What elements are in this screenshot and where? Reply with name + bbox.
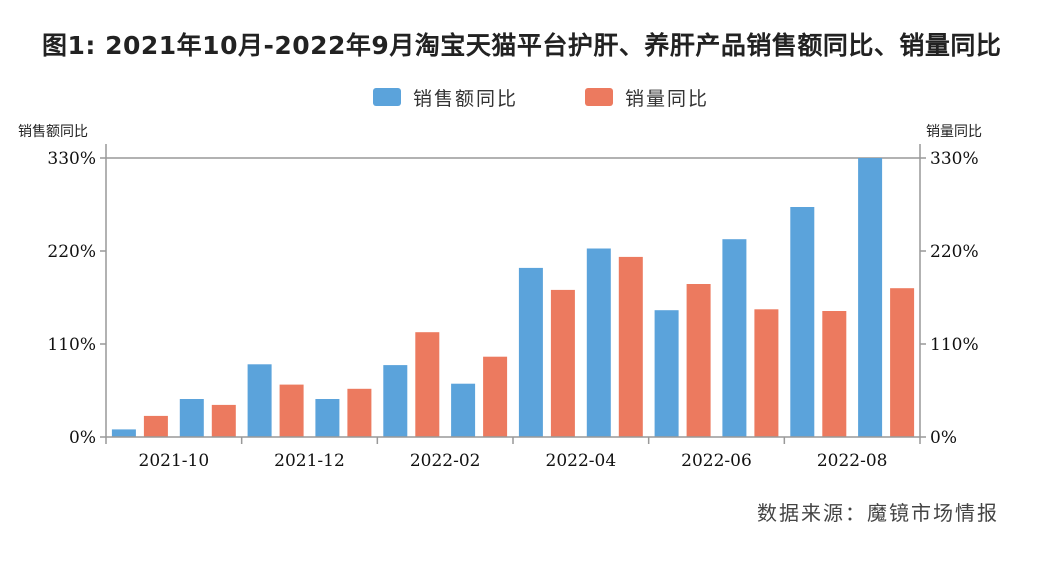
x-tick-label-2022-02: 2022-02: [410, 451, 481, 471]
bar-sales-amount-2022-03: [451, 383, 476, 437]
bar-sales-volume-2022-02: [415, 332, 440, 437]
y-tick-label-left-220: 220%: [47, 242, 96, 262]
legend-swatch-sales-volume: [585, 88, 613, 106]
bar-sales-volume-2022-04: [550, 289, 575, 437]
x-tick-label-2021-10: 2021-10: [139, 451, 210, 471]
legend-item-sales-volume: 销量同比: [585, 84, 709, 110]
bar-sales-volume-2022-01: [347, 388, 372, 437]
x-tick-label-2021-12: 2021-12: [274, 451, 345, 471]
legend-label-sales-volume: 销量同比: [625, 87, 710, 110]
bar-sales-amount-2022-02: [383, 365, 408, 437]
bar-sales-volume-2022-07: [754, 309, 779, 437]
bar-sales-volume-2021-12: [279, 384, 304, 437]
bar-sales-amount-2022-07: [722, 239, 747, 437]
y-tick-label-left-110: 110%: [47, 335, 96, 355]
bar-sales-volume-2022-05: [618, 256, 643, 437]
bar-sales-volume-2022-08: [822, 311, 847, 437]
y-tick-label-right-0: 0%: [930, 428, 957, 448]
source-note: 数据来源：魔镜市场情报: [757, 501, 999, 525]
bar-sales-volume-2022-06: [686, 284, 711, 437]
y-tick-label-right-330: 330%: [930, 149, 979, 169]
bar-sales-amount-2021-10: [111, 429, 136, 437]
bar-sales-volume-2021-10: [143, 415, 168, 437]
bar-sales-amount-2021-11: [179, 399, 204, 437]
x-tick-label-2022-08: 2022-08: [817, 451, 888, 471]
bar-sales-amount-2022-04: [518, 267, 543, 437]
y-tick-label-left-330: 330%: [47, 149, 96, 169]
bar-sales-volume-2021-11: [211, 404, 236, 437]
legend-swatch-sales-amount: [373, 88, 401, 106]
bar-sales-amount-2022-05: [586, 248, 611, 437]
legend-item-sales-amount: 销售额同比: [373, 84, 518, 110]
right-axis-title: 销量同比: [926, 124, 982, 140]
left-axis-title: 销售额同比: [18, 124, 88, 140]
bar-sales-amount-2022-09: [858, 158, 883, 437]
bar-sales-amount-2022-08: [790, 207, 815, 437]
legend-label-sales-amount: 销售额同比: [413, 87, 519, 110]
x-tick-label-2022-04: 2022-04: [546, 451, 617, 471]
bar-sales-amount-2022-01: [315, 399, 340, 437]
bar-sales-amount-2021-12: [247, 364, 272, 437]
y-tick-label-right-220: 220%: [930, 242, 979, 262]
chart-title: 图1: 2021年10月-2022年9月淘宝天猫平台护肝、养肝产品销售额同比、销…: [42, 31, 1002, 60]
bar-sales-amount-2022-06: [654, 310, 679, 437]
x-tick-label-2022-06: 2022-06: [681, 451, 752, 471]
y-tick-label-right-110: 110%: [930, 335, 979, 355]
chart-legend: 销售额同比 销量同比: [0, 84, 1051, 110]
y-tick-label-left-0: 0%: [69, 428, 96, 448]
bar-sales-volume-2022-03: [483, 356, 508, 437]
bar-sales-volume-2022-09: [890, 288, 915, 437]
